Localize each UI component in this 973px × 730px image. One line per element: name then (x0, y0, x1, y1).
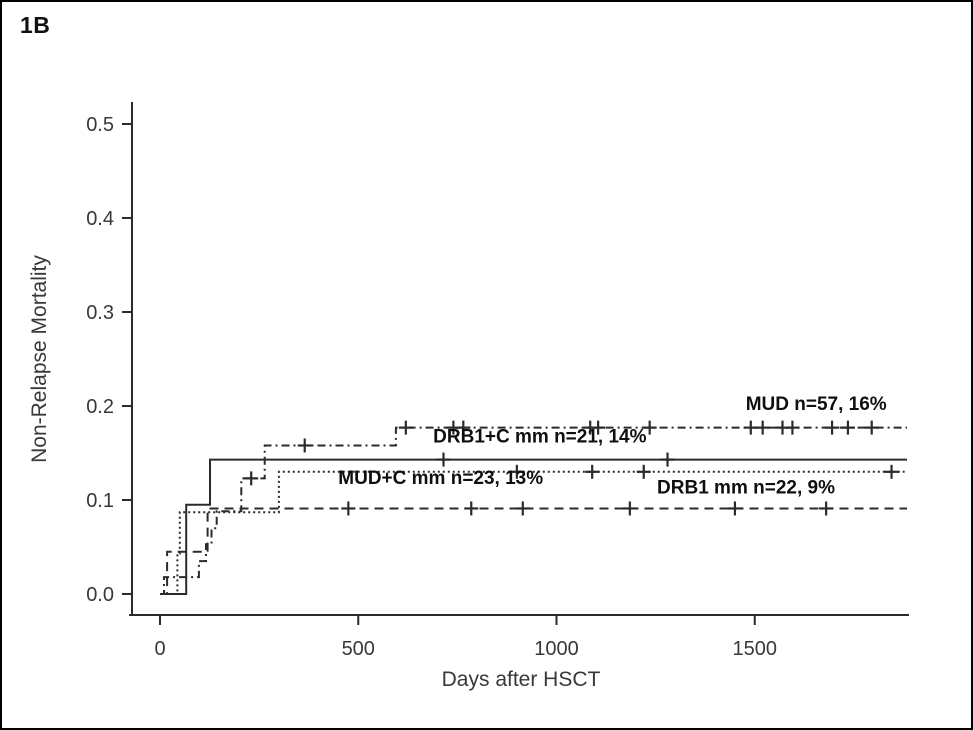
x-tick-label: 500 (342, 638, 375, 660)
series-line-drb1-c-mm (160, 458, 907, 595)
series-label-mud-c-mm: MUD+C mm n=23, 13% (338, 468, 543, 489)
x-tick-label: 0 (154, 638, 165, 660)
series-label-drb1-c-mm: DRB1+C mm n=21, 14% (433, 427, 646, 448)
censor-marks-mud (244, 420, 879, 486)
y-tick-label: 0.4 (86, 208, 114, 230)
series-line-mud (160, 426, 907, 595)
y-tick-label: 0.1 (86, 490, 114, 512)
series-label-drb1-mm: DRB1 mm n=22, 9% (657, 477, 835, 498)
panel-label: 1B (20, 12, 51, 38)
y-tick-label: 0.0 (86, 584, 114, 606)
censor-marks-drb1-mm (341, 501, 834, 516)
censor-marks-drb1-c-mm (436, 452, 675, 467)
y-axis-title: Non-Relapse Mortality (28, 255, 51, 463)
censor-marks-mud-c-mm (509, 464, 899, 479)
y-tick-label: 0.5 (86, 114, 114, 136)
y-tick-label: 0.2 (86, 396, 114, 418)
series-line-drb1-mm (160, 507, 907, 595)
series-line-mud-c-mm (160, 470, 905, 595)
y-tick-label: 0.3 (86, 302, 114, 324)
x-axis-title: Days after HSCT (442, 668, 601, 691)
x-tick-label: 1000 (534, 638, 579, 660)
series-label-mud: MUD n=57, 16% (746, 394, 887, 415)
x-tick-label: 1500 (733, 638, 778, 660)
